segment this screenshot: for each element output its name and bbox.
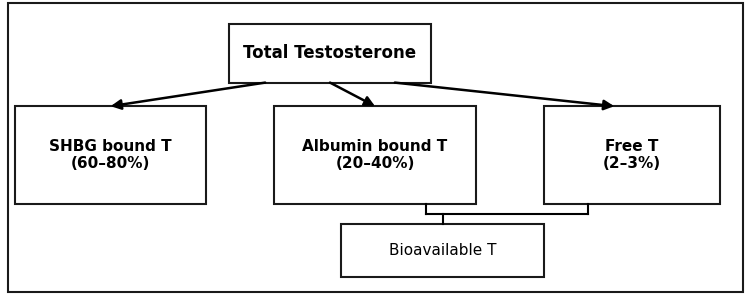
Bar — [341, 224, 544, 277]
Bar — [15, 106, 206, 204]
Bar — [544, 106, 720, 204]
Text: Free T
(2–3%): Free T (2–3%) — [603, 139, 661, 171]
Text: Total Testosterone: Total Testosterone — [244, 44, 416, 62]
Bar — [274, 106, 476, 204]
Text: SHBG bound T
(60–80%): SHBG bound T (60–80%) — [50, 139, 172, 171]
Text: Albumin bound T
(20–40%): Albumin bound T (20–40%) — [302, 139, 448, 171]
Bar — [229, 24, 431, 83]
Text: Bioavailable T: Bioavailable T — [388, 243, 496, 258]
